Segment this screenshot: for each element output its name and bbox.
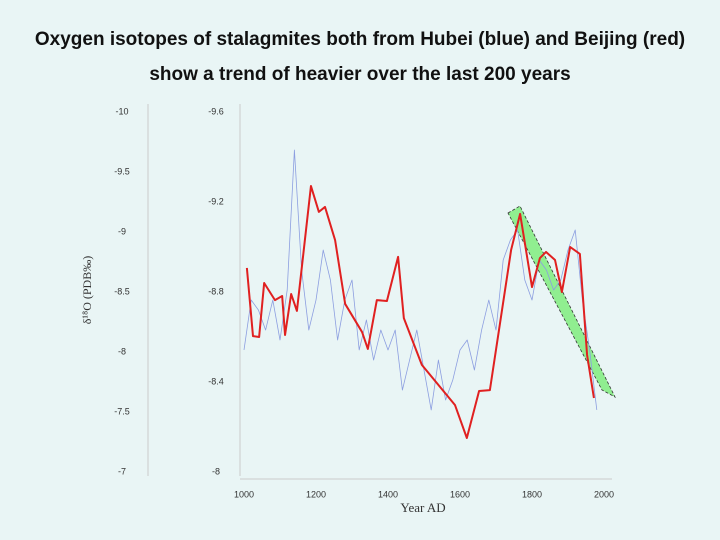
x-tick-label: 1200 [306, 489, 326, 499]
y2-tick-label: -8.8 [208, 286, 224, 296]
x-tick-label: 1800 [522, 489, 542, 499]
y-tick-label: -8.5 [114, 286, 130, 296]
y2-tick-label: -8 [212, 466, 220, 476]
y2-tick-label: -9.6 [208, 106, 224, 116]
x-tick-label: 1400 [378, 489, 398, 499]
y-tick-label: -10 [115, 106, 128, 116]
y-tick-label: -9.5 [114, 166, 130, 176]
x-axis-label: Year AD [400, 500, 445, 515]
series-line [245, 185, 595, 440]
y-tick-label: -7.5 [114, 406, 130, 416]
x-tick-label: 1000 [234, 489, 254, 499]
y-tick-label: -9 [118, 226, 126, 236]
y-tick-label: -7 [118, 466, 126, 476]
trend-band [507, 205, 616, 398]
y-tick-label: -8 [118, 346, 126, 356]
y2-tick-label: -9.2 [208, 196, 224, 206]
y-axis-label: δ¹⁸O (PDB‰) [80, 256, 94, 324]
x-tick-label: 2000 [594, 489, 614, 499]
y2-tick-label: -8.4 [208, 376, 224, 386]
x-tick-label: 1600 [450, 489, 470, 499]
chart-title: Oxygen isotopes of stalagmites both from… [34, 29, 686, 85]
